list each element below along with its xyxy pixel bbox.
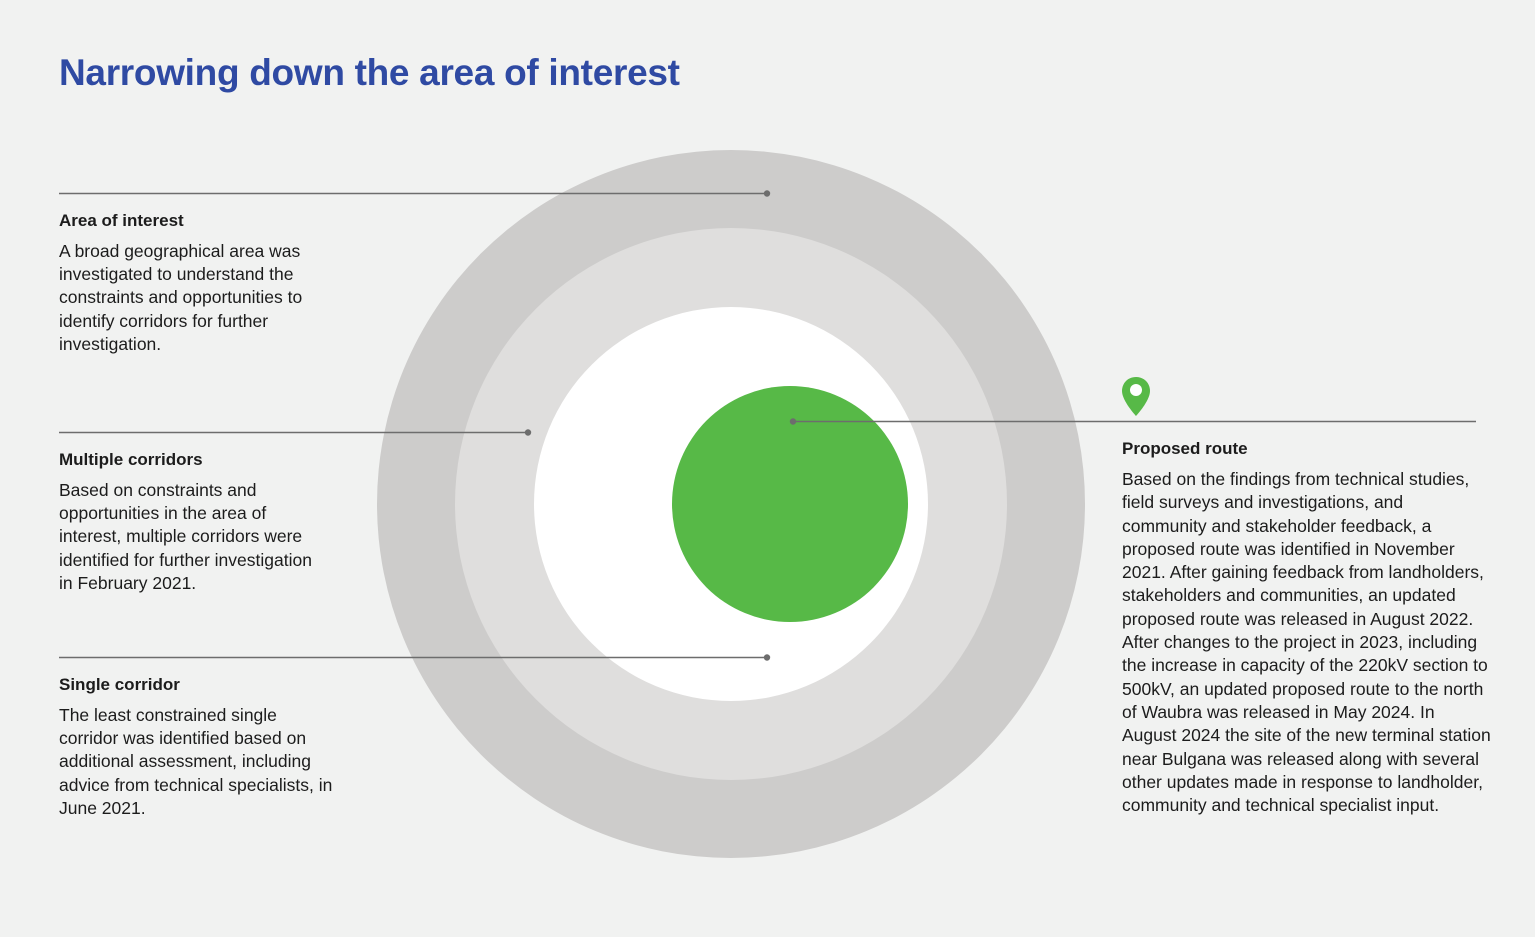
proposed-route-heading: Proposed route — [1122, 439, 1248, 458]
area-of-interest-heading: Area of interest — [59, 211, 184, 230]
leader-line-proposed-route — [789, 418, 1476, 425]
single-corridor-heading: Single corridor — [59, 675, 180, 694]
single-corridor-description: The least constrained single corridor wa… — [59, 705, 333, 818]
proposed-route-description: Based on the findings from technical stu… — [1122, 469, 1491, 816]
multiple-corridors-label: Multiple corridors Based on constraints … — [59, 450, 327, 595]
multiple-corridors-description: Based on constraints and opportunities i… — [59, 480, 312, 593]
page-title: Narrowing down the area of interest — [59, 52, 680, 93]
multiple-corridors-heading: Multiple corridors — [59, 450, 203, 469]
area-of-interest-description: A broad geographical area was investigat… — [59, 241, 303, 354]
proposed-route-label: Proposed route Based on the findings fro… — [1122, 439, 1492, 817]
proposed-route-circle — [672, 386, 908, 622]
leader-line-single-corridor — [59, 654, 771, 661]
area-of-interest-label: Area of interest A broad geographical ar… — [59, 211, 349, 356]
single-corridor-label: Single corridor The least constrained si… — [59, 675, 341, 820]
map-pin-icon — [1122, 377, 1150, 416]
leader-line-multiple-corridors — [59, 429, 532, 436]
leader-line-area-of-interest — [59, 190, 771, 197]
